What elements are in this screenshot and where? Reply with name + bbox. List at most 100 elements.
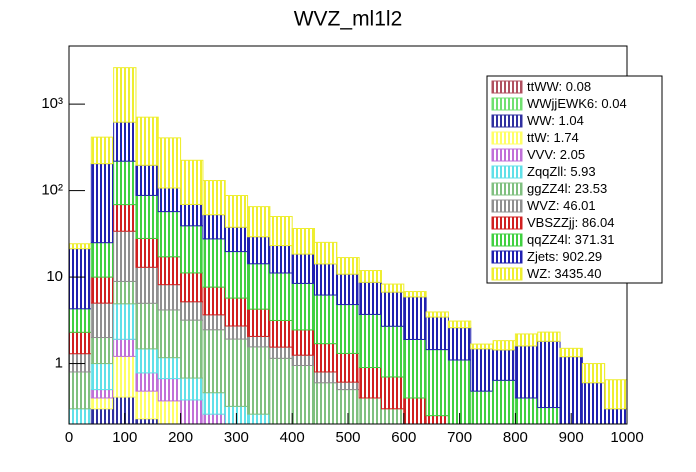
bars — [68, 67, 628, 425]
axes: 0 100 200 300 400 500 600 700 800 900 1000 1 10 10² 10… — [41, 95, 643, 446]
bar-segment — [135, 372, 159, 392]
bar-segment — [380, 291, 405, 327]
bar-segment — [135, 237, 159, 268]
bar-segment — [135, 390, 159, 420]
legend-swatch — [491, 165, 523, 179]
bar-segment — [68, 248, 92, 310]
bar-segment — [157, 309, 182, 359]
bar-segment — [90, 389, 115, 399]
legend-swatch — [491, 233, 523, 247]
bar-segment — [135, 164, 159, 196]
bar-segment — [157, 284, 182, 311]
legend-label: VVV: 2.05 — [527, 147, 585, 162]
x-tick-label: 600 — [391, 429, 416, 446]
legend-label: WVZ: 46.01 — [527, 198, 596, 213]
bar-segment — [202, 329, 226, 394]
bar-segment — [247, 413, 271, 425]
y-tick-label: 10³ — [41, 95, 63, 112]
bar-segment — [247, 236, 271, 265]
legend-swatch — [491, 131, 523, 145]
bar-segment — [425, 415, 449, 425]
bar-segment — [135, 302, 159, 350]
bar-segment — [403, 338, 427, 399]
bar-segment — [537, 340, 561, 409]
bar-segment — [113, 355, 137, 398]
legend-label: ZqqZll: 5.93 — [527, 164, 596, 179]
bar-segment — [247, 308, 271, 337]
bar-segment — [113, 338, 137, 357]
bar-segment — [269, 357, 293, 425]
legend-swatch — [491, 148, 523, 162]
legend-label: qqZZ4l: 371.31 — [527, 232, 614, 247]
bar-segment — [157, 137, 182, 189]
bar-segment — [291, 282, 316, 331]
bar-segment — [157, 378, 182, 402]
bar-segment — [202, 413, 226, 425]
legend-swatch — [491, 97, 523, 111]
bar-segment — [202, 180, 226, 216]
legend-label: ttWW: 0.08 — [527, 79, 591, 94]
bar-segment — [90, 276, 115, 304]
bar-segment — [403, 296, 427, 340]
legend-label: VBSZZjj: 86.04 — [527, 215, 614, 230]
bar-segment — [581, 363, 606, 384]
bar-segment — [492, 379, 516, 425]
bar-segment — [470, 348, 494, 392]
bar-segment — [68, 331, 92, 355]
bar-segment — [90, 337, 115, 365]
bar-segment — [314, 294, 338, 345]
bar-segment — [425, 311, 449, 318]
bar-segment — [269, 216, 293, 247]
bar-segment — [514, 345, 539, 399]
bar-segment — [447, 320, 472, 329]
bar-segment — [113, 204, 137, 232]
bar-segment — [336, 273, 360, 306]
legend-swatch — [491, 80, 523, 94]
bar-segment — [90, 136, 115, 165]
x-tick-label: 200 — [168, 429, 193, 446]
bar-segment — [269, 272, 293, 321]
bar-segment — [336, 352, 360, 383]
bar-segment — [135, 348, 159, 374]
bar-segment — [202, 238, 226, 288]
bar-segment — [380, 283, 405, 293]
bar-segment — [314, 263, 338, 296]
bar-segment — [68, 353, 92, 373]
legend-label: WWjjEWK6: 0.04 — [527, 96, 627, 111]
bar-segment — [90, 363, 115, 391]
bar-segment — [403, 397, 427, 425]
bar-segment — [180, 399, 204, 425]
bar-segment — [470, 390, 494, 425]
legend-swatch — [491, 250, 523, 264]
bar-segment — [202, 314, 226, 331]
bar-segment — [537, 331, 561, 342]
bar-segment — [113, 280, 137, 305]
legend: ttWW: 0.08 WWjjEWK6: 0.04 WW: 1.04 ttW: 1.7… — [486, 75, 663, 284]
legend-swatch — [491, 199, 523, 213]
bar-segment — [425, 316, 449, 351]
bar-segment — [314, 371, 338, 384]
bar-segment — [135, 194, 159, 239]
bar-segment — [291, 364, 316, 425]
bar-segment — [135, 418, 159, 425]
bar-segment — [90, 242, 115, 278]
x-tick-label: 500 — [335, 429, 360, 446]
legend-label: WW: 1.04 — [527, 113, 584, 128]
bar-segment — [537, 407, 561, 425]
bar-segment — [604, 408, 628, 425]
bar-segment — [425, 349, 449, 417]
bar-segment — [470, 343, 494, 350]
bar-segment — [224, 251, 249, 299]
bar-segment — [358, 397, 382, 425]
bar-segment — [68, 243, 92, 250]
bar-segment — [157, 187, 182, 213]
legend-label: ggZZ4l: 23.53 — [527, 181, 607, 196]
bar-segment — [180, 272, 204, 303]
bar-segment — [157, 400, 182, 425]
bar-segment — [291, 329, 316, 356]
x-tick-label: 400 — [280, 429, 305, 446]
legend-label: ttW: 1.74 — [527, 130, 579, 145]
bar-segment — [224, 325, 249, 340]
legend-swatch — [491, 216, 523, 230]
